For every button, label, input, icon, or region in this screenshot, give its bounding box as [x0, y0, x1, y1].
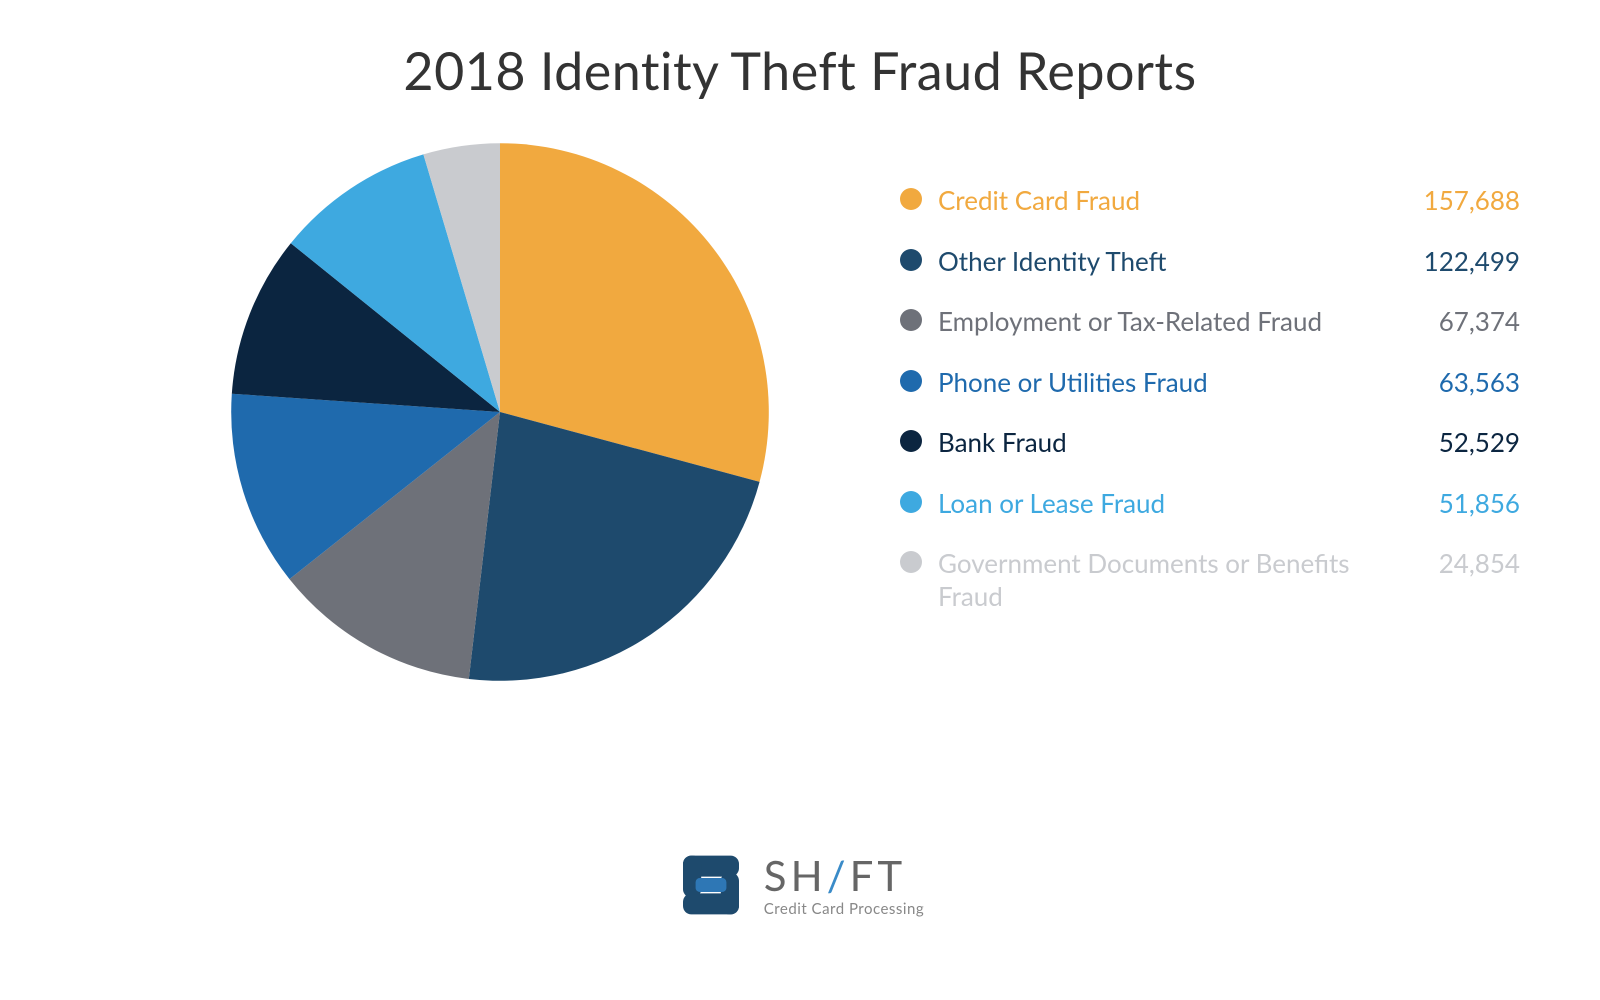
brand-name-post: FT: [850, 850, 907, 900]
legend-color-dot-icon: [900, 370, 922, 392]
legend-label: Credit Card Fraud: [938, 184, 1140, 217]
legend-item: Loan or Lease Fraud 51,856: [900, 487, 1520, 520]
brand-name-pre: SH: [764, 850, 827, 900]
legend-color-dot-icon: [900, 249, 922, 271]
legend-item-left: Phone or Utilities Fraud: [900, 366, 1208, 399]
legend-label: Employment or Tax-Related Fraud: [938, 305, 1322, 338]
legend-item-left: Bank Fraud: [900, 426, 1067, 459]
content-row: Credit Card Fraud 157,688 Other Identity T…: [0, 132, 1600, 692]
legend-label: Bank Fraud: [938, 426, 1067, 459]
legend-item: Other Identity Theft 122,499: [900, 245, 1520, 278]
legend-item: Phone or Utilities Fraud 63,563: [900, 366, 1520, 399]
pie-svg: [220, 132, 780, 692]
legend-color-dot-icon: [900, 309, 922, 331]
legend-color-dot-icon: [900, 430, 922, 452]
legend: Credit Card Fraud 157,688 Other Identity T…: [900, 184, 1520, 640]
brand-name-slash: /: [827, 850, 850, 900]
legend-item-left: Employment or Tax-Related Fraud: [900, 305, 1322, 338]
legend-label: Other Identity Theft: [938, 245, 1166, 278]
brand-name: SH/FT: [764, 854, 924, 896]
brand-logo-mark-icon: [676, 850, 746, 920]
page-title: 2018 Identity Theft Fraud Reports: [0, 0, 1600, 102]
footer: SH/FT Credit Card Processing: [0, 850, 1600, 920]
legend-color-dot-icon: [900, 491, 922, 513]
legend-item-left: Other Identity Theft: [900, 245, 1166, 278]
legend-label: Loan or Lease Fraud: [938, 487, 1165, 520]
legend-value: 67,374: [1439, 305, 1520, 338]
legend-item-left: Credit Card Fraud: [900, 184, 1140, 217]
legend-label: Phone or Utilities Fraud: [938, 366, 1208, 399]
legend-value: 63,563: [1439, 366, 1520, 399]
pie-chart: [220, 132, 780, 692]
legend-color-dot-icon: [900, 551, 922, 573]
legend-label: Government Documents or Benefits Fraud: [938, 547, 1358, 612]
legend-item: Government Documents or Benefits Fraud 24…: [900, 547, 1520, 612]
legend-item: Employment or Tax-Related Fraud 67,374: [900, 305, 1520, 338]
legend-value: 122,499: [1424, 245, 1520, 278]
page: 2018 Identity Theft Fraud Reports Credit…: [0, 0, 1600, 1000]
legend-value: 157,688: [1424, 184, 1520, 217]
legend-value: 52,529: [1439, 426, 1520, 459]
legend-color-dot-icon: [900, 188, 922, 210]
legend-item-left: Loan or Lease Fraud: [900, 487, 1165, 520]
legend-item-left: Government Documents or Benefits Fraud: [900, 547, 1358, 612]
legend-item: Credit Card Fraud 157,688: [900, 184, 1520, 217]
brand-logo: SH/FT Credit Card Processing: [676, 850, 924, 920]
brand-logo-text: SH/FT Credit Card Processing: [764, 854, 924, 917]
brand-tagline: Credit Card Processing: [764, 902, 924, 917]
legend-value: 51,856: [1439, 487, 1520, 520]
legend-item: Bank Fraud 52,529: [900, 426, 1520, 459]
legend-value: 24,854: [1439, 547, 1520, 580]
